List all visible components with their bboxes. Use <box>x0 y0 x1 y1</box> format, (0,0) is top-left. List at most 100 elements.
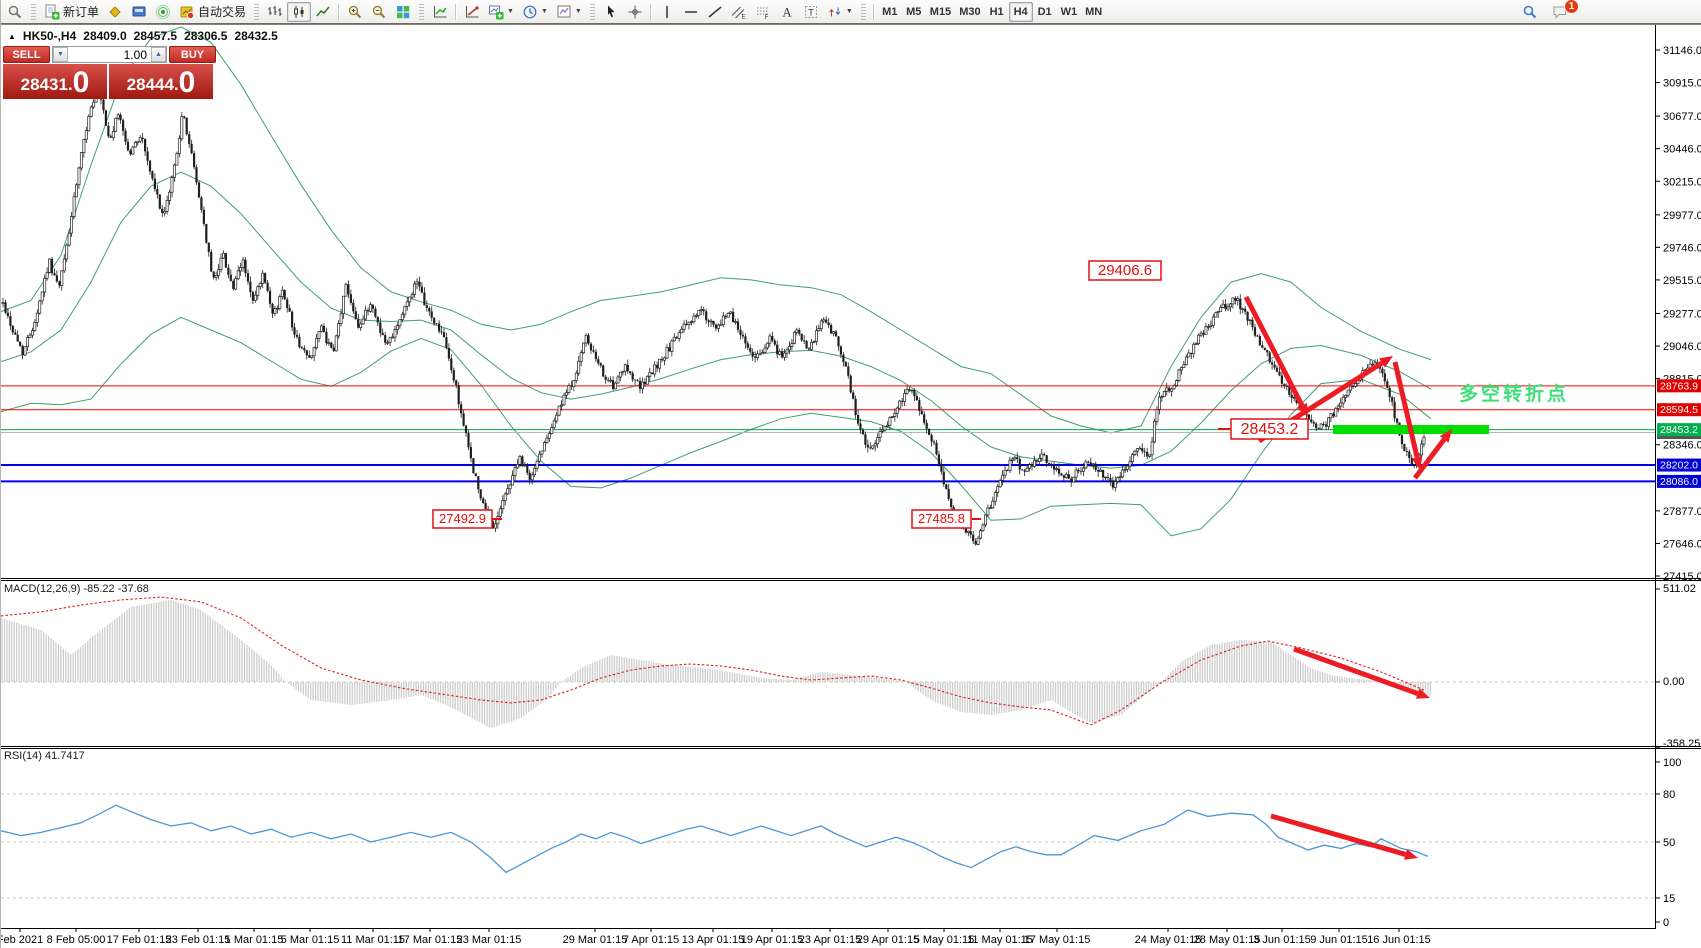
fibonacci-button[interactable]: F <box>751 2 775 22</box>
timeframe-m5-button[interactable]: M5 <box>906 5 922 18</box>
horizontal-line-button[interactable] <box>679 2 703 22</box>
quote-close: 28432.5 <box>234 29 278 43</box>
price-axis: 31146.0 30915.0 30677.0 30446.0 30215.0 29977… <box>1655 45 1701 929</box>
candles-icon <box>294 5 304 18</box>
new-order-button-label: 新订单 <box>63 5 100 19</box>
svg-text:27415.0: 27415.0 <box>1663 571 1701 583</box>
svg-text:5 May 01:15: 5 May 01:15 <box>914 934 975 946</box>
svg-text:23 Mar 01:15: 23 Mar 01:15 <box>457 934 522 946</box>
magnifier-icon <box>8 5 22 18</box>
volume-input[interactable] <box>68 47 151 62</box>
quote-open: 28409.0 <box>83 29 127 43</box>
vline-icon <box>666 5 668 18</box>
svg-text:511.02: 511.02 <box>1663 583 1696 595</box>
search-button[interactable] <box>1518 2 1542 22</box>
crosshair-button[interactable] <box>623 2 647 22</box>
toolbar-grip <box>31 3 36 20</box>
toolbar: 新订单 自动交易 ▼ ▼ ▼ E F A T ▼ M1 M5 M15 M30 H1 H4 D1 W1 MN 1 <box>1 0 1701 24</box>
chevron-down-icon: ▼ <box>507 8 514 15</box>
toolbar-separator <box>455 3 458 20</box>
styler-button[interactable] <box>103 2 127 22</box>
new-chart-button[interactable]: ▼ <box>484 2 518 22</box>
line-chart-button[interactable] <box>311 2 335 22</box>
trend-arrow-5[interactable] <box>1293 646 1419 696</box>
toolbar-grip <box>589 3 595 20</box>
svg-text:17 May 01:15: 17 May 01:15 <box>1024 934 1091 946</box>
period-icon <box>523 5 537 18</box>
svg-text:9 Jun 01:15: 9 Jun 01:15 <box>1310 934 1368 946</box>
svg-text:24 May 01:15: 24 May 01:15 <box>1135 934 1202 946</box>
volume-increase-button[interactable]: ▲ <box>151 47 166 62</box>
notifications-button[interactable]: 1 <box>1548 0 1579 22</box>
svg-text:30446.0: 30446.0 <box>1663 144 1701 156</box>
trendline-button[interactable] <box>703 2 727 22</box>
arrows-button[interactable]: ▼ <box>823 2 857 22</box>
tile-windows-button[interactable] <box>391 2 415 22</box>
trend-arrow-1[interactable] <box>1243 295 1305 407</box>
bars-icon <box>268 5 282 16</box>
candle-chart-button[interactable] <box>287 1 312 22</box>
cycle-lines-button[interactable] <box>460 2 484 22</box>
templates-button[interactable]: ▼ <box>552 2 586 22</box>
indicators-button[interactable] <box>428 2 452 22</box>
timeframe-w1-button[interactable]: W1 <box>1060 5 1078 18</box>
toolbar-grip <box>860 3 866 20</box>
tiles-icon <box>397 5 410 18</box>
svg-text:100: 100 <box>1663 757 1681 769</box>
timeframe-m1-button[interactable]: M1 <box>882 5 898 18</box>
text-label-button[interactable]: T <box>799 2 823 22</box>
fibo-icon: F <box>756 7 768 20</box>
chart-plot-area[interactable] <box>1 24 1655 928</box>
new-order-button[interactable]: 新订单 <box>40 2 103 22</box>
market-watch-button[interactable] <box>3 2 27 22</box>
periods-button[interactable]: ▼ <box>518 2 552 22</box>
annotation-box-27492.9[interactable] <box>432 509 493 529</box>
zoom-in-button[interactable] <box>343 2 367 22</box>
price-annotation-boxes[interactable]: 29406.6 28453.2 27492.9 27485.8 <box>432 260 1309 529</box>
arrows-icon <box>829 7 841 16</box>
svg-text:13 Apr 01:15: 13 Apr 01:15 <box>682 934 744 946</box>
volume-decrease-button[interactable]: ▼ <box>53 47 68 62</box>
bollinger-lower-band <box>1 316 1432 537</box>
trend-arrow-4[interactable] <box>1413 437 1447 480</box>
arrowhead-icon <box>1403 849 1418 860</box>
timeframe-h1-button[interactable]: H1 <box>989 5 1004 18</box>
vertical-line-button[interactable] <box>655 2 679 22</box>
annotation-box-27485.8[interactable] <box>911 509 972 529</box>
annotation-box-28453.2[interactable] <box>1230 418 1309 440</box>
signal-icon <box>155 4 171 19</box>
svg-text:0: 0 <box>1663 917 1669 929</box>
annotation-box-29406.6[interactable] <box>1088 260 1162 281</box>
sell-price-panel[interactable]: 28431. 0 <box>3 64 107 99</box>
toolbar-separator <box>649 3 652 20</box>
autotrade-button[interactable]: 自动交易 <box>175 2 250 22</box>
trend-arrow-3[interactable] <box>1392 361 1420 458</box>
buy-button[interactable]: BUY <box>169 46 216 63</box>
bollinger-bands <box>1 26 1432 537</box>
svg-text:19 Apr 01:15: 19 Apr 01:15 <box>741 934 803 946</box>
autotrade-icon <box>180 6 195 19</box>
zoom-out-button[interactable] <box>367 2 391 22</box>
timeframe-m15-button[interactable]: M15 <box>929 5 952 18</box>
svg-text:27646.0: 27646.0 <box>1663 538 1701 550</box>
svg-text:23 Feb 01:15: 23 Feb 01:15 <box>166 934 231 946</box>
cursor-button[interactable] <box>599 2 623 22</box>
timeframe-h4-button[interactable]: H4 <box>1008 1 1033 22</box>
text-button[interactable]: A <box>775 2 799 22</box>
timeframe-m30-button[interactable]: M30 <box>959 5 981 18</box>
trend-arrow-6[interactable] <box>1270 813 1407 857</box>
svg-text:29515.0: 29515.0 <box>1663 275 1701 287</box>
buy-price-panel[interactable]: 28444. 0 <box>109 64 213 99</box>
equidistant-channel-button[interactable]: E <box>727 2 751 22</box>
signals-button[interactable] <box>151 2 175 22</box>
search-icon <box>1523 5 1537 18</box>
timeframe-mn-button[interactable]: MN <box>1085 5 1103 18</box>
timeframe-d1-button[interactable]: D1 <box>1037 5 1052 18</box>
svg-text:1 Mar 01:15: 1 Mar 01:15 <box>225 934 284 946</box>
sell-button[interactable]: SELL <box>3 46 50 63</box>
terminal-button[interactable] <box>127 2 151 22</box>
bar-chart-button[interactable] <box>263 2 287 22</box>
bull-bear-turning-point-note[interactable]: 多空转折点 <box>1459 382 1569 405</box>
